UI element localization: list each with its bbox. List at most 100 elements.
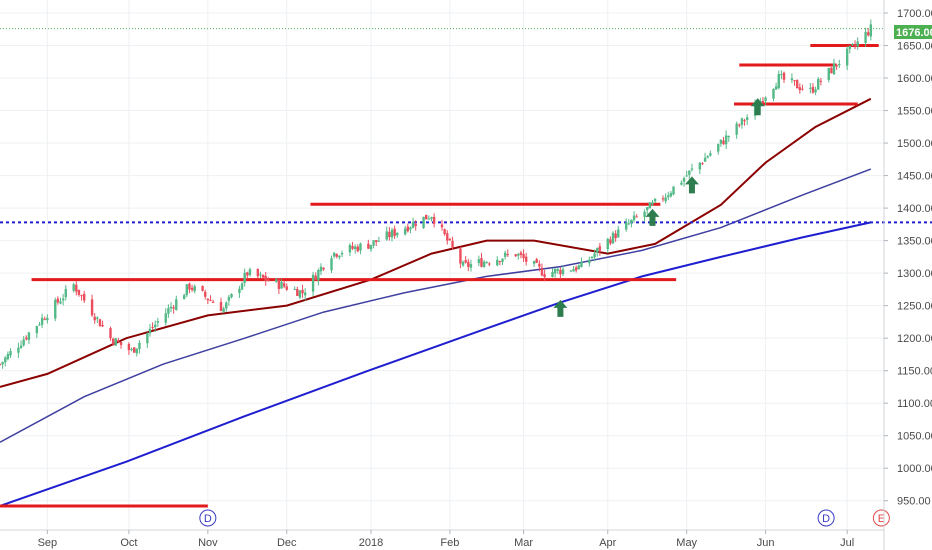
candle-body-164	[598, 246, 602, 251]
candle-body-222	[814, 89, 817, 93]
candle-body-14	[46, 317, 49, 321]
candle-body-19	[64, 288, 67, 298]
candle-body-183	[669, 192, 673, 197]
candle-body-39	[138, 342, 141, 349]
candle-body-187	[685, 175, 688, 177]
candle-body-95	[348, 245, 352, 253]
candle-body-57	[206, 298, 210, 301]
x-tick-label-7: Apr	[599, 537, 616, 549]
candle-body-127	[464, 260, 467, 263]
candle-body-50	[182, 295, 186, 300]
candle-body-225	[827, 68, 830, 81]
candle-body-16	[56, 298, 60, 303]
candle-body-168	[614, 233, 617, 239]
candle-body-37	[132, 347, 136, 353]
candle-body-60	[219, 301, 223, 312]
last-price-badge: 1676.00	[894, 25, 932, 39]
candle-body-35	[127, 343, 131, 351]
candle-body-23	[80, 295, 83, 297]
candle-body-107	[390, 229, 394, 238]
candle-body-121	[443, 229, 446, 235]
candle-body-218	[798, 87, 802, 91]
candle-body-76	[277, 279, 281, 289]
candle-body-85	[311, 274, 315, 292]
candle-body-210	[772, 89, 775, 99]
candle-body-113	[411, 222, 415, 228]
y-axis[interactable]: 950.00 1000.00 1050.00 1100.00 1150.00 1200.0…	[883, 0, 932, 550]
candle-body-234	[856, 41, 859, 47]
candle-body-193	[706, 156, 709, 158]
candle-body-192	[703, 157, 707, 162]
candle-body-228	[835, 64, 838, 67]
candle-body-101	[369, 244, 373, 250]
candle-body-45	[164, 313, 167, 323]
candle-body-201	[738, 124, 741, 126]
candle-body-151	[553, 268, 557, 274]
candle-body-142	[519, 252, 523, 255]
candle-body-58	[209, 299, 212, 301]
candle-body-42	[151, 326, 154, 328]
candle-body-70	[256, 268, 260, 277]
candle-body-79	[285, 286, 288, 290]
candle-body-6	[19, 345, 23, 348]
candle-body-33	[117, 340, 120, 342]
candle-body-176	[646, 207, 649, 211]
candle-body-13	[43, 318, 46, 320]
candle-body-75	[275, 279, 278, 282]
candle-body-157	[574, 267, 578, 271]
candle-body-110	[403, 228, 407, 235]
candle-body-103	[375, 240, 378, 242]
candle-body-84	[303, 292, 307, 296]
candle-body-184	[672, 186, 675, 195]
candle-body-81	[296, 289, 299, 296]
candle-body-190	[698, 162, 702, 170]
candle-body-96	[351, 245, 354, 249]
event-marker-2	[872, 509, 890, 527]
candle-body-199	[727, 135, 730, 138]
candle-body-165	[606, 238, 609, 250]
candle-body-63	[227, 296, 231, 301]
candle-body-102	[372, 240, 375, 246]
candle-body-108	[393, 228, 396, 236]
x-tick-label-2: Nov	[198, 537, 218, 549]
candle-body-54	[193, 286, 196, 292]
candle-body-178	[651, 202, 654, 205]
candle-body-180	[661, 198, 665, 200]
event-marker-label-1: D	[822, 513, 830, 525]
candle-body-159	[580, 261, 583, 268]
candle-body-67	[243, 272, 246, 283]
candle-body-140	[514, 254, 517, 257]
candle-body-61	[222, 308, 225, 312]
candle-body-20	[72, 284, 75, 291]
candle-body-126	[461, 261, 465, 266]
candle-body-160	[588, 259, 591, 264]
candle-body-27	[96, 317, 99, 319]
candle-body-129	[469, 264, 473, 268]
candle-body-215	[790, 78, 794, 81]
candle-body-143	[522, 253, 525, 259]
candle-body-123	[448, 239, 452, 241]
x-tick-label-4: 2018	[359, 537, 383, 549]
candle-body-77	[280, 281, 283, 289]
moving-average-lines	[0, 97, 872, 507]
candle-body-186	[682, 178, 686, 182]
candle-body-93	[338, 255, 341, 258]
candle-body-68	[246, 272, 249, 276]
candle-body-217	[795, 79, 799, 89]
candle-body-15	[54, 299, 57, 319]
up-arrow-icon-1	[645, 208, 660, 226]
candle-body-229	[838, 63, 841, 66]
candle-body-98	[356, 246, 360, 252]
candle-body-28	[98, 319, 102, 327]
candle-body-125	[459, 248, 462, 264]
candle-body-147	[538, 263, 541, 267]
candle-body-89	[322, 267, 325, 270]
candle-body-0	[0, 363, 2, 365]
candle-body-226	[830, 67, 833, 74]
candle-body-52	[188, 283, 191, 290]
x-axis[interactable]: Sep Oct Nov Dec 2018 Feb Mar Apr May Jun Jul	[0, 529, 884, 549]
candle-body-204	[745, 117, 749, 120]
candle-body-216	[793, 80, 796, 82]
